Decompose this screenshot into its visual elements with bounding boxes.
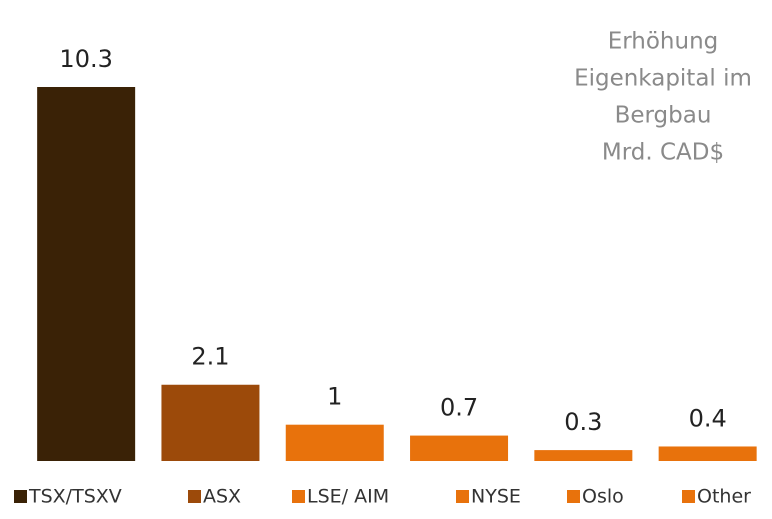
data-label: 0.4 (689, 404, 727, 432)
data-label: 1 (327, 383, 342, 411)
legend-swatch (567, 490, 580, 503)
legend-swatch (14, 490, 27, 503)
bar (534, 450, 633, 461)
legend-swatch (682, 490, 695, 503)
legend-swatch (292, 490, 305, 503)
bar (285, 424, 384, 461)
chart-title: Eigenkapital im (574, 66, 752, 92)
bar (410, 435, 509, 461)
legend-label: Oslo (582, 486, 624, 508)
legend-label: LSE/ AIM (307, 486, 389, 508)
legend-label: Other (697, 486, 751, 508)
data-label: 0.3 (564, 408, 602, 436)
legend-label: TSX/TSXV (28, 486, 122, 508)
data-label: 10.3 (59, 45, 112, 73)
data-label: 0.7 (440, 394, 478, 422)
legend-swatch (188, 490, 201, 503)
legend-swatch (456, 490, 469, 503)
legend-label: NYSE (471, 486, 521, 508)
bar (658, 446, 757, 461)
bar (37, 87, 136, 461)
legend-label: ASX (203, 486, 241, 508)
bar (161, 384, 260, 461)
chart-title: Mrd. CAD$ (602, 140, 724, 166)
chart-title: Erhöhung (608, 29, 719, 55)
chart-title: Bergbau (615, 103, 712, 129)
data-label: 2.1 (191, 343, 229, 371)
